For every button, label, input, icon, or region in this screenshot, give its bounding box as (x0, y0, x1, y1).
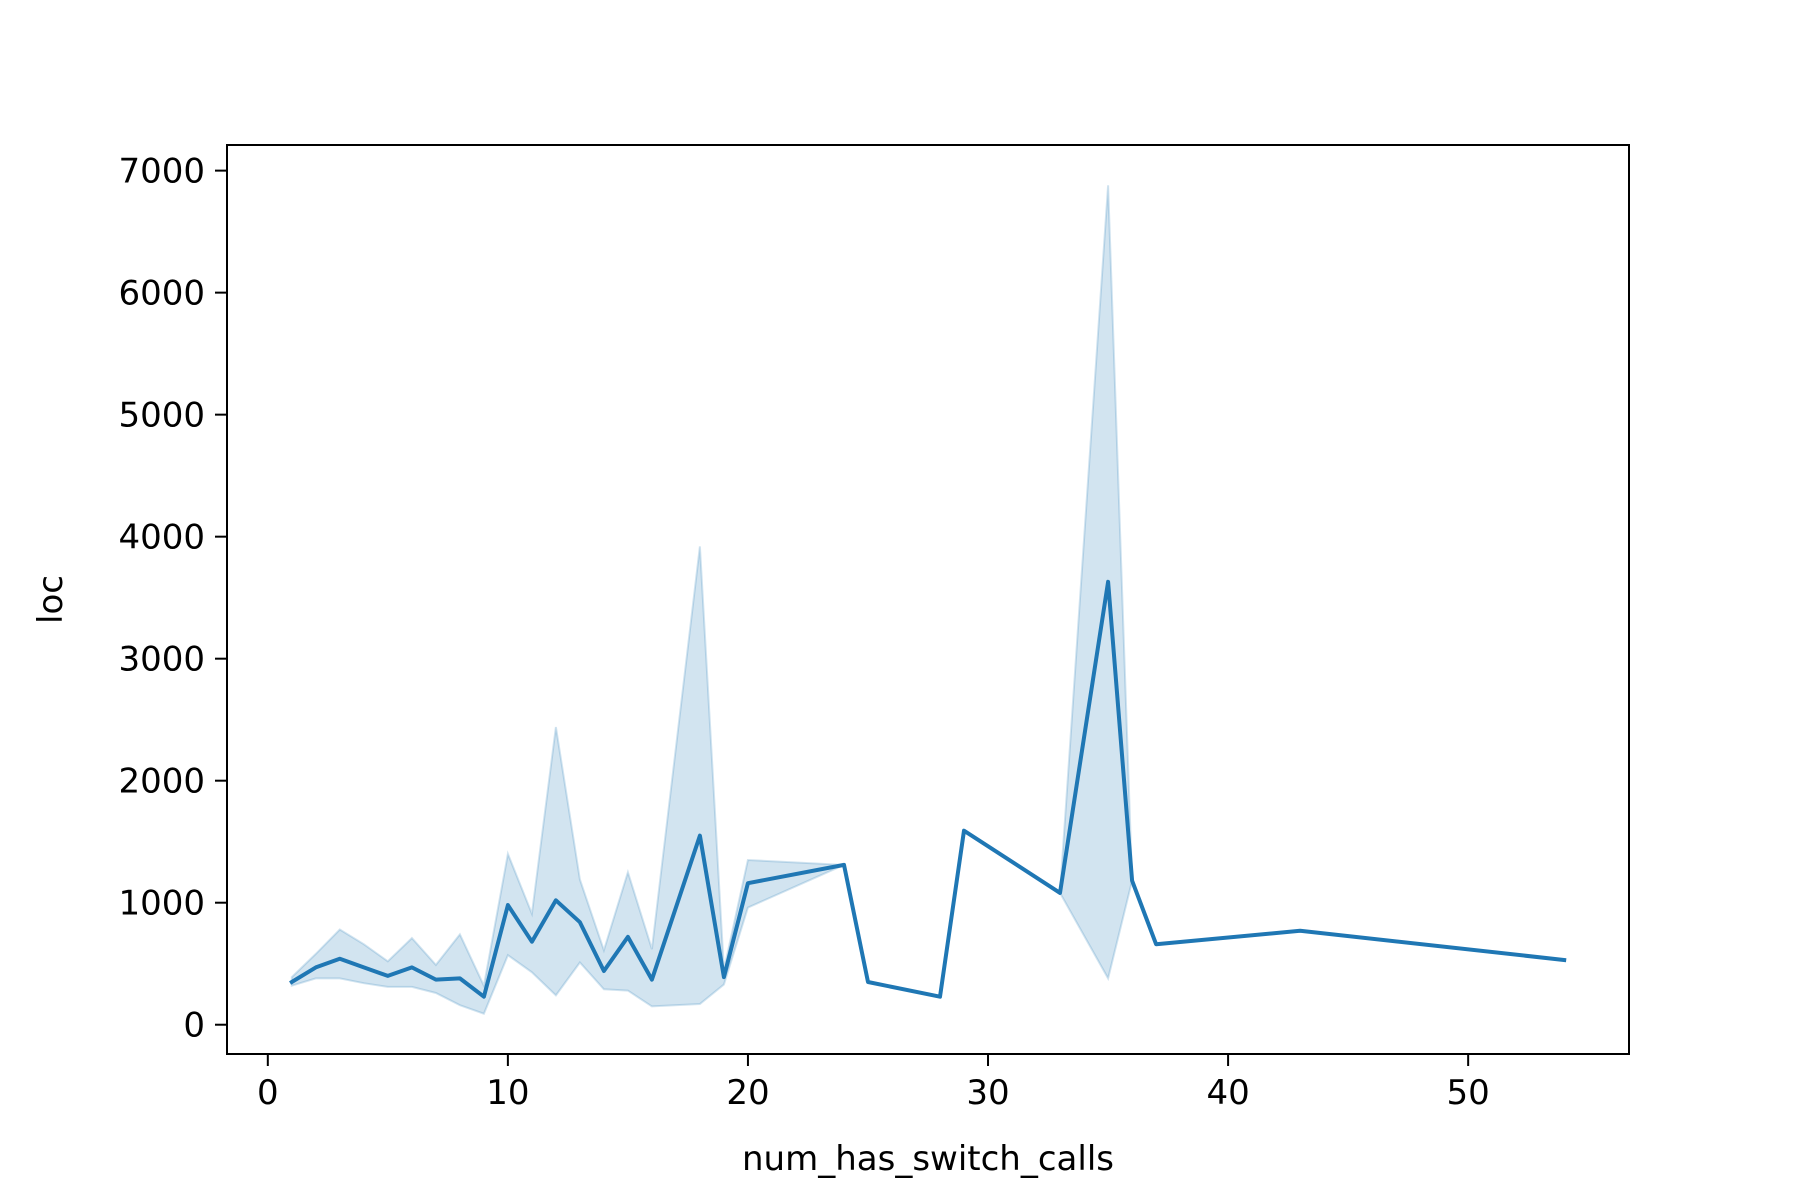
x-tick-label: 10 (486, 1073, 529, 1113)
axes-frame (226, 144, 1630, 1055)
x-tick-label: 20 (726, 1073, 769, 1113)
y-tick-label: 6000 (118, 274, 205, 314)
x-tick-label: 50 (1447, 1073, 1490, 1113)
y-axis-label: loc (31, 575, 71, 624)
y-tick-label: 2000 (118, 762, 205, 802)
x-tick-label: 30 (966, 1073, 1009, 1113)
x-axis: 0 10 20 30 40 50 (257, 1054, 1490, 1113)
mean-line (289, 579, 1567, 999)
y-axis: 0 1000 2000 3000 4000 5000 6000 7000 (118, 152, 227, 1046)
x-axis-label: num_has_switch_calls (742, 1139, 1114, 1179)
y-tick-label: 5000 (118, 396, 205, 436)
y-tick-label: 1000 (118, 884, 205, 924)
x-tick-label: 0 (257, 1073, 279, 1113)
y-tick-label: 7000 (118, 152, 205, 192)
y-tick-label: 4000 (118, 518, 205, 558)
plot-area (289, 185, 1567, 1015)
y-tick-label: 0 (183, 1006, 205, 1046)
y-tick-label: 3000 (118, 640, 205, 680)
x-tick-label: 40 (1206, 1073, 1249, 1113)
